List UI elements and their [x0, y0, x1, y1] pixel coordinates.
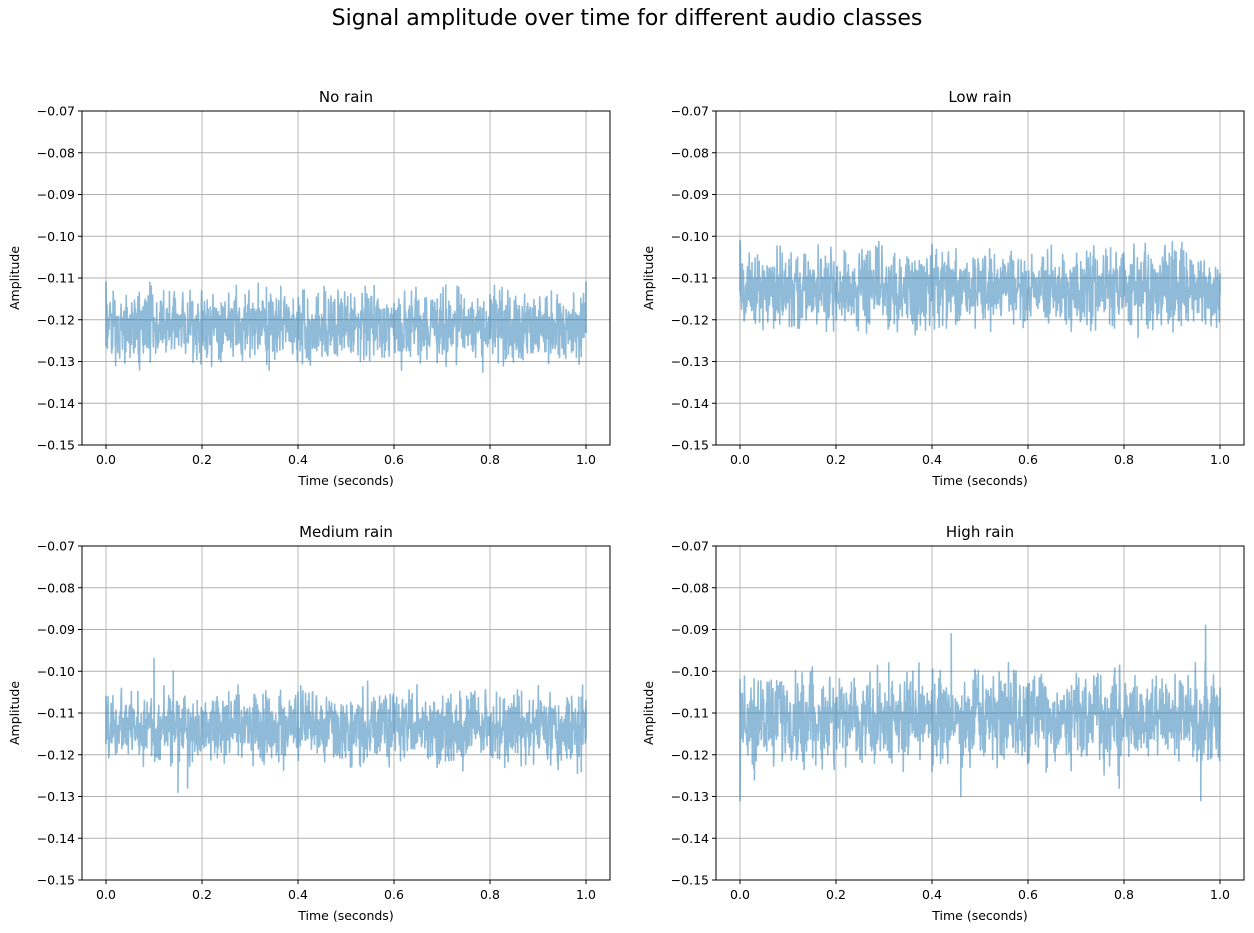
y-tick-label: −0.07	[37, 539, 75, 554]
y-tick-label: −0.12	[671, 747, 709, 762]
x-axis-label: Time (seconds)	[297, 908, 393, 923]
x-tick-label: 0.8	[1114, 452, 1134, 467]
y-tick-label: −0.07	[37, 104, 75, 119]
x-tick-label: 0.0	[96, 887, 116, 902]
y-tick-label: −0.12	[37, 312, 75, 327]
figure-title: Signal amplitude over time for different…	[331, 6, 923, 31]
x-tick-label: 0.6	[384, 452, 404, 467]
x-tick-label: 1.0	[1210, 887, 1230, 902]
series-line	[105, 281, 587, 373]
y-tick-label: −0.09	[671, 622, 709, 637]
y-tick-label: −0.15	[671, 438, 709, 453]
y-tick-label: −0.14	[37, 831, 75, 846]
x-tick-label: 0.4	[922, 452, 942, 467]
x-tick-label: 0.2	[826, 887, 846, 902]
y-tick-label: −0.09	[671, 187, 709, 202]
x-tick-label: 0.6	[1018, 887, 1038, 902]
x-tick-label: 0.2	[192, 452, 212, 467]
x-tick-label: 1.0	[576, 452, 596, 467]
y-tick-label: −0.11	[671, 706, 709, 721]
y-tick-label: −0.14	[671, 831, 709, 846]
series-line	[105, 657, 587, 794]
y-tick-label: −0.08	[37, 580, 75, 595]
panel-title-medium-rain: Medium rain	[299, 523, 393, 541]
y-tick-label: −0.10	[37, 229, 75, 244]
y-tick-label: −0.07	[671, 539, 709, 554]
x-tick-label: 0.0	[730, 887, 750, 902]
x-tick-label: 0.6	[1018, 452, 1038, 467]
panel-title-no-rain: No rain	[319, 88, 373, 106]
x-tick-label: 1.0	[576, 887, 596, 902]
y-tick-label: −0.11	[37, 271, 75, 286]
y-tick-label: −0.12	[37, 747, 75, 762]
panel-title-high-rain: High rain	[946, 523, 1014, 541]
y-tick-label: −0.13	[37, 789, 75, 804]
y-tick-label: −0.13	[671, 354, 709, 369]
x-tick-label: 0.4	[288, 452, 308, 467]
y-tick-label: −0.15	[37, 438, 75, 453]
series-line	[739, 239, 1221, 339]
y-axis-label: Amplitude	[641, 681, 656, 745]
y-tick-label: −0.13	[671, 789, 709, 804]
y-tick-label: −0.11	[671, 271, 709, 286]
y-axis-label: Amplitude	[7, 681, 22, 745]
y-tick-label: −0.14	[671, 396, 709, 411]
y-axis-label: Amplitude	[641, 246, 656, 310]
y-tick-label: −0.08	[37, 145, 75, 160]
y-axis-label: Amplitude	[7, 246, 22, 310]
x-tick-label: 0.4	[922, 887, 942, 902]
y-tick-label: −0.10	[671, 664, 709, 679]
y-tick-label: −0.09	[37, 622, 75, 637]
y-tick-label: −0.15	[671, 873, 709, 888]
x-axis-label: Time (seconds)	[297, 473, 393, 488]
x-tick-label: 0.2	[826, 452, 846, 467]
y-tick-label: −0.08	[671, 145, 709, 160]
x-tick-label: 0.0	[96, 452, 116, 467]
x-tick-label: 0.0	[730, 452, 750, 467]
panel-title-low-rain: Low rain	[948, 88, 1011, 106]
y-tick-label: −0.10	[671, 229, 709, 244]
y-tick-label: −0.09	[37, 187, 75, 202]
y-tick-label: −0.07	[671, 104, 709, 119]
x-axis-label: Time (seconds)	[931, 473, 1027, 488]
y-tick-label: −0.12	[671, 312, 709, 327]
y-tick-label: −0.14	[37, 396, 75, 411]
x-tick-label: 0.8	[480, 452, 500, 467]
x-tick-label: 0.2	[192, 887, 212, 902]
x-tick-label: 0.6	[384, 887, 404, 902]
series-line	[739, 624, 1221, 802]
y-tick-label: −0.13	[37, 354, 75, 369]
y-tick-label: −0.15	[37, 873, 75, 888]
x-tick-label: 0.8	[480, 887, 500, 902]
y-tick-label: −0.08	[671, 580, 709, 595]
x-tick-label: 0.4	[288, 887, 308, 902]
x-tick-label: 0.8	[1114, 887, 1134, 902]
y-tick-label: −0.10	[37, 664, 75, 679]
y-tick-label: −0.11	[37, 706, 75, 721]
x-axis-label: Time (seconds)	[931, 908, 1027, 923]
x-tick-label: 1.0	[1210, 452, 1230, 467]
